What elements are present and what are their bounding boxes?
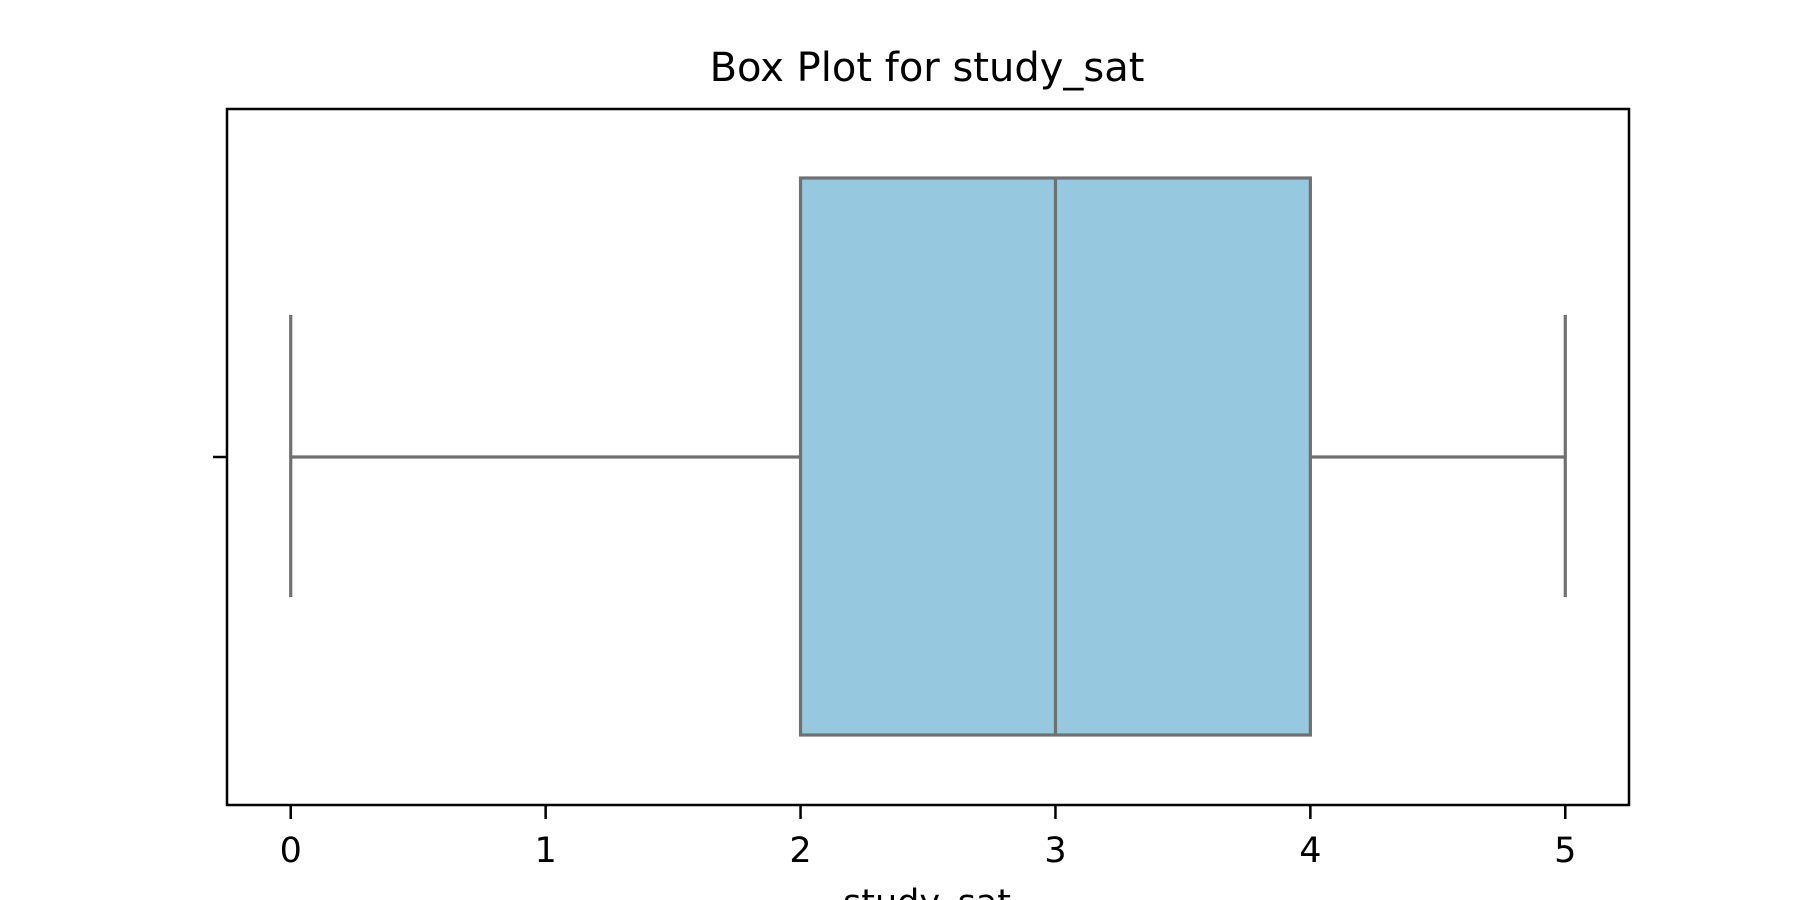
x-tick-label: 4 [1299,831,1321,871]
x-tick-label: 1 [534,831,556,871]
x-axis-label: study_sat [843,883,1011,900]
chart-title: Box Plot for study_sat [710,45,1145,91]
x-tick-label: 3 [1044,831,1066,871]
x-tick-label: 5 [1554,831,1576,871]
x-tick-label: 2 [789,831,811,871]
x-axis: 0 1 2 3 4 5 [280,805,1576,871]
box-plot-marks [289,176,1567,737]
x-tick-label: 0 [280,831,302,871]
